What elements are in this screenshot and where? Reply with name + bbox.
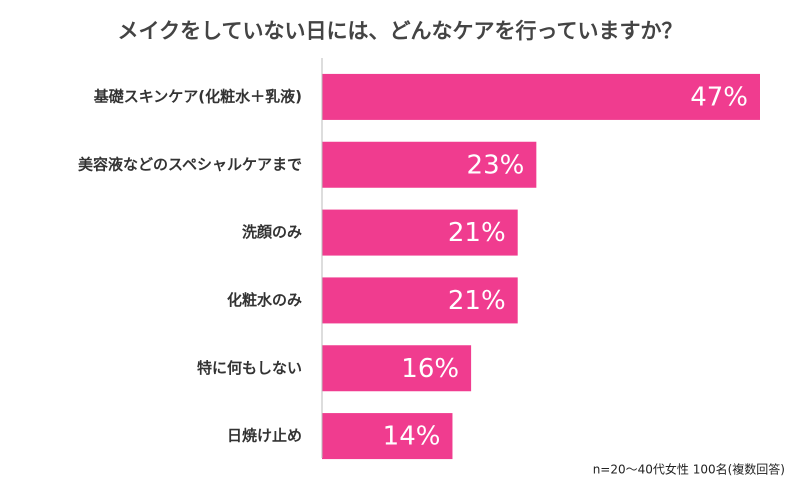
bar [322,277,518,324]
value-label: 14% [383,422,441,452]
bar [322,73,760,120]
value-label: 23% [467,150,525,180]
y-tick-label: 美容液などのスペシャルケアまで [78,155,302,173]
bar [322,141,537,188]
chart-title: メイクをしていない日には、どんなケアを行っていますか？ [118,19,683,43]
note: n=20～40代女性 100名(複数回答) [593,462,785,477]
bar [322,413,453,460]
value-label: 47% [690,82,748,112]
y-tick-label: 特に何もしない [197,359,302,377]
value-label: 16% [401,354,459,384]
y-tick-label: 基礎スキンケア(化粧水＋乳液) [93,87,302,105]
y-tick-label: 日焼け止め [227,427,302,445]
y-tick-label: 洗顔のみ [242,223,302,241]
bar [322,209,518,256]
bar [322,345,472,392]
value-label: 21% [448,218,506,248]
y-tick-label: 化粧水のみ [227,291,302,309]
value-label: 21% [448,286,506,316]
